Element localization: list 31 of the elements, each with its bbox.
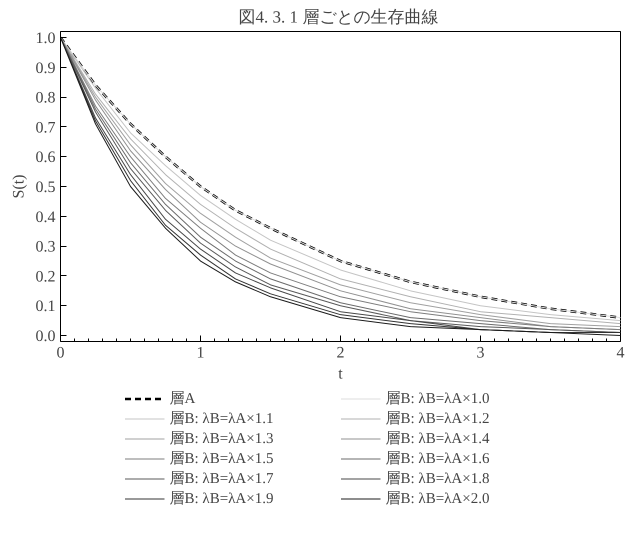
y-tick-label: 0.7 <box>36 119 56 136</box>
y-tick-label: 1.0 <box>36 30 56 47</box>
y-tick-label: 0.0 <box>36 328 56 346</box>
y-tick-label: 0.3 <box>36 238 56 256</box>
y-tick-label: 0.5 <box>36 179 56 196</box>
legend-label: 層B: λB=λA×1.0 <box>386 390 490 408</box>
x-tick-label: 4 <box>616 344 624 362</box>
legend-label: 層A <box>170 390 196 408</box>
legend-label: 層B: λB=λA×1.6 <box>386 450 490 468</box>
legend-label: 層B: λB=λA×1.2 <box>386 410 490 428</box>
x-tick-label: 2 <box>336 344 344 362</box>
legend-label: 層B: λB=λA×1.5 <box>170 450 274 468</box>
y-tick-label: 0.6 <box>36 149 56 166</box>
y-tick-label: 0.1 <box>36 298 56 316</box>
x-axis-title: t <box>338 366 344 382</box>
y-tick-label: 0.2 <box>36 268 56 286</box>
legend-label: 層B: λB=λA×1.7 <box>170 470 274 488</box>
x-tick-label: 3 <box>476 344 484 362</box>
legend-label: 層B: λB=λA×1.8 <box>386 470 490 488</box>
y-tick-label: 0.4 <box>36 208 56 226</box>
chart-title: 図4. 3. 1 層ごとの生存曲線 <box>238 8 438 26</box>
y-tick-label: 0.8 <box>36 90 56 107</box>
legend-label: 層B: λB=λA×1.3 <box>170 430 274 448</box>
x-tick-label: 1 <box>196 344 204 362</box>
legend-label: 層B: λB=λA×1.1 <box>170 410 274 428</box>
y-axis-title: S(t) <box>10 174 28 198</box>
legend-label: 層B: λB=λA×1.9 <box>170 490 274 508</box>
legend-label: 層B: λB=λA×2.0 <box>386 490 490 508</box>
y-tick-label: 0.9 <box>36 60 56 77</box>
legend-label: 層B: λB=λA×1.4 <box>386 430 490 448</box>
x-tick-label: 0 <box>56 344 64 362</box>
